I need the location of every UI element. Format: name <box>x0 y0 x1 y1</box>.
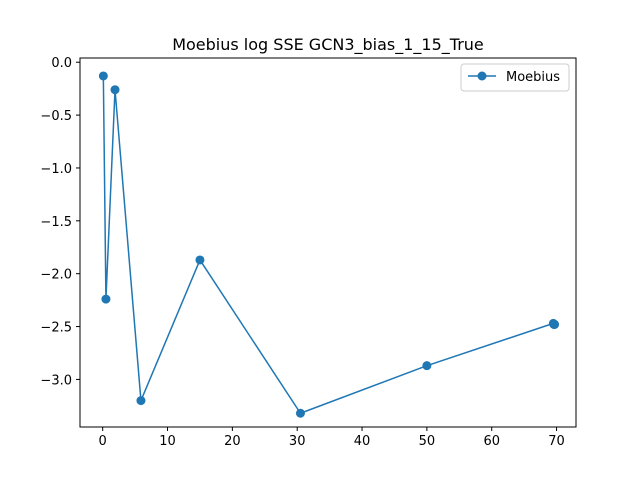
legend-label: Moebius <box>506 70 560 85</box>
y-tick-label: 0.0 <box>51 56 72 71</box>
data-point <box>136 396 146 406</box>
x-tick-label: 40 <box>354 434 371 449</box>
plot-area <box>79 57 577 428</box>
data-point <box>422 361 432 371</box>
data-point <box>550 319 560 329</box>
legend: Moebius <box>460 63 570 92</box>
x-tick-label: 50 <box>419 434 436 449</box>
data-point <box>110 85 120 95</box>
legend-box <box>460 63 570 92</box>
y-tick-label: −0.5 <box>40 109 72 124</box>
plot-frame <box>79 57 577 428</box>
y-tick-label: −2.0 <box>40 268 72 283</box>
chart-title: Moebius log SSE GCN3_bias_1_15_True <box>172 35 484 55</box>
data-point <box>295 408 305 418</box>
x-tick-label: 0 <box>99 434 107 449</box>
data-point <box>195 255 205 265</box>
y-tick-label: −2.5 <box>40 321 72 336</box>
x-tick-label: 30 <box>289 434 306 449</box>
x-tick-label: 70 <box>548 434 565 449</box>
y-tick-label: −1.5 <box>40 215 72 230</box>
legend-marker <box>477 71 487 81</box>
data-point <box>101 294 111 304</box>
x-axis: 0 10 20 30 40 50 60 70 <box>99 427 565 449</box>
y-tick-label: −1.0 <box>40 162 72 177</box>
data-point <box>98 71 108 81</box>
x-tick-label: 10 <box>159 434 176 449</box>
x-tick-label: 20 <box>224 434 241 449</box>
series-line <box>102 75 555 415</box>
series-layer <box>98 71 560 418</box>
y-tick-label: −3.0 <box>40 373 72 388</box>
y-axis: 0.0 −0.5 −1.0 −1.5 −2.0 −2.5 −3.0 <box>40 56 80 388</box>
x-tick-label: 60 <box>483 434 500 449</box>
